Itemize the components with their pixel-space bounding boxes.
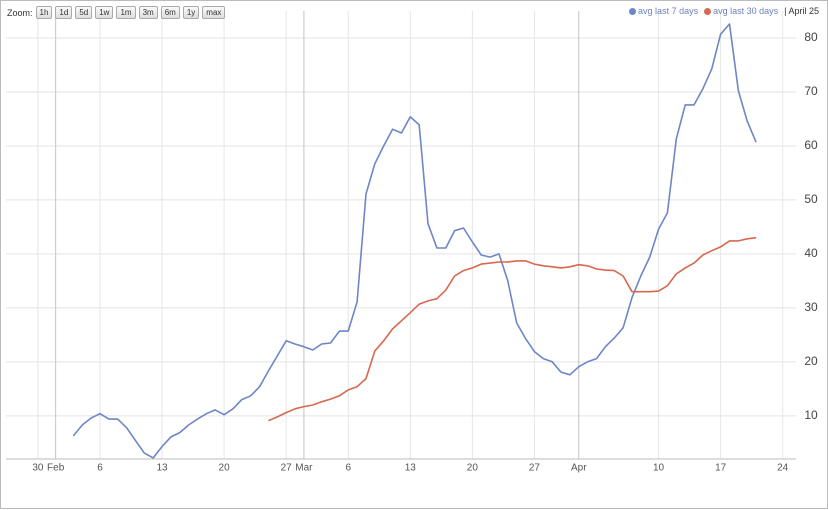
x-tick-label: 20 [219,463,231,474]
date-label: | April 25 [784,6,819,16]
x-tick-label: 6 [345,463,351,474]
legend: avg last 7 days avg last 30 days | April 2… [629,6,819,16]
legend-item[interactable]: avg last 7 days [629,6,698,16]
y-tick-label: 10 [804,408,818,422]
x-tick-label: 27 [281,463,293,474]
x-tick-label: 10 [653,463,665,474]
x-tick-label: 6 [97,463,103,474]
zoom-button[interactable]: 1m [116,6,136,19]
y-tick-label: 40 [804,246,818,260]
zoom-button[interactable]: 6m [160,6,180,19]
x-tick-label: 17 [715,463,727,474]
zoom-button[interactable]: 5d [75,6,93,19]
zoom-button[interactable]: 1y [182,6,200,19]
x-tick-label: 13 [156,463,168,474]
y-tick-label: 20 [804,354,818,368]
x-tick-label: 13 [405,463,417,474]
x-tick-label: Apr [571,463,587,474]
y-tick-label: 70 [804,84,818,98]
legend-dot [629,7,637,15]
zoom-label: Zoom: [7,7,33,18]
x-tick-label: 27 [529,463,541,474]
x-tick-label: 30 [32,463,44,474]
y-tick-label: 30 [804,300,818,314]
x-tick-label: 24 [777,463,789,474]
legend-dot [704,7,712,15]
series-line [72,23,757,459]
series-line [268,236,757,422]
x-tick-label: 20 [467,463,479,474]
zoom-button[interactable]: 3m [138,6,158,19]
y-tick-label: 80 [804,30,818,44]
date-text: April 25 [788,6,819,16]
y-tick-label: 60 [804,138,818,152]
x-tick-label: Mar [295,463,313,474]
zoom-button[interactable]: 1w [95,6,114,19]
zoom-button[interactable]: 1h [35,6,53,19]
zoom-bar: Zoom: 1h 1d 5d 1w 1m 3m 6m 1y max [7,6,226,19]
x-tick-label: Feb [47,463,65,474]
legend-label: avg last 7 days [638,6,699,16]
zoom-button[interactable]: max [202,6,226,19]
legend-label: avg last 30 days [713,6,779,16]
legend-item[interactable]: avg last 30 days [704,6,778,16]
y-tick-label: 50 [804,192,818,206]
zoom-button[interactable]: 1d [55,6,73,19]
